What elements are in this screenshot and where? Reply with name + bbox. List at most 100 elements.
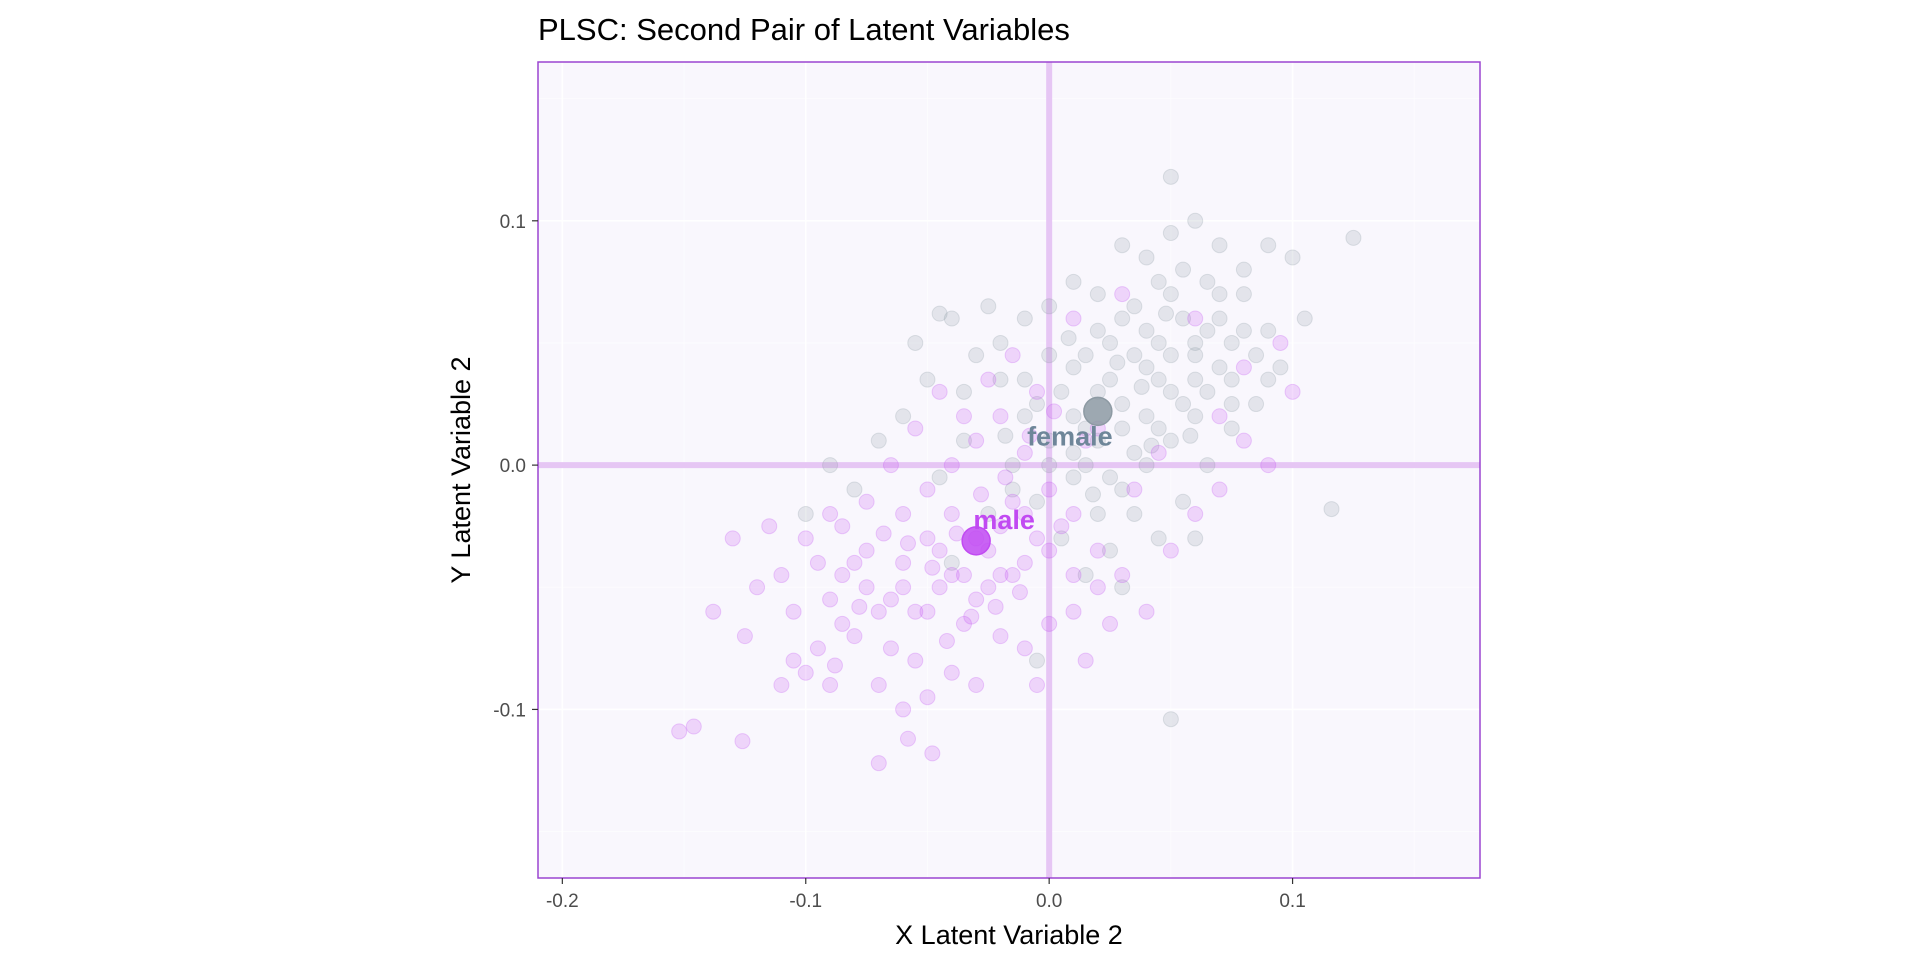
female-point (1077, 457, 1094, 474)
male-point (931, 383, 948, 400)
male-point (943, 664, 960, 681)
female-point (895, 408, 912, 425)
female-point (1260, 322, 1277, 339)
male-point (1065, 603, 1082, 620)
male-point (955, 615, 972, 632)
male-point (924, 559, 941, 576)
male-point (1162, 542, 1179, 559)
panel-background (538, 62, 1480, 878)
male-point (1016, 640, 1033, 657)
male-point (882, 457, 899, 474)
male-mean-label: male (973, 505, 1035, 535)
female-point (1102, 371, 1119, 388)
female-point (919, 371, 936, 388)
male-point (895, 554, 912, 571)
male-point (907, 603, 924, 620)
male-point (1211, 481, 1228, 498)
female-point (1162, 347, 1179, 364)
female-point (1158, 305, 1174, 322)
y-tick-label: 0.1 (500, 212, 526, 233)
female-point (1175, 493, 1192, 510)
male-point (736, 628, 753, 645)
female-point (1187, 371, 1204, 388)
male-point (1028, 383, 1045, 400)
series-female (797, 168, 1362, 728)
male-point (1114, 567, 1131, 584)
male-point (685, 718, 702, 735)
female-point (1126, 298, 1143, 315)
female-point (1138, 249, 1155, 266)
male-point (773, 676, 790, 693)
female-point (1138, 408, 1155, 425)
chart-title: PLSC: Second Pair of Latent Variables (538, 12, 1070, 47)
male-point (919, 689, 936, 706)
x-axis-title: X Latent Variable 2 (895, 920, 1123, 950)
female-point (1126, 505, 1143, 522)
male-point (834, 615, 851, 632)
male-point (1041, 481, 1058, 498)
female-point (1065, 408, 1082, 425)
male-point (968, 676, 985, 693)
male-point (1089, 579, 1106, 596)
male-point (1187, 505, 1204, 522)
female-point (1223, 396, 1240, 413)
male-point (1211, 408, 1228, 425)
male-point (705, 603, 722, 620)
male-point (875, 525, 892, 542)
female-point (1016, 371, 1033, 388)
male-point (931, 542, 948, 559)
female-point (1060, 330, 1077, 347)
female-point (1211, 237, 1228, 254)
series-male (671, 286, 1301, 772)
male-point (1260, 457, 1277, 474)
means-layer: female male (961, 396, 1113, 556)
male-point (1284, 383, 1301, 400)
female-point (1199, 457, 1216, 474)
male-point (938, 633, 955, 650)
female-point (1114, 396, 1131, 413)
male-point (1077, 432, 1094, 449)
female-point (1235, 322, 1252, 339)
female-point (1175, 310, 1192, 327)
male-point (834, 518, 851, 535)
male-point (858, 493, 875, 510)
male-point (773, 567, 790, 584)
female-point (1114, 237, 1131, 254)
female-point (1126, 444, 1143, 461)
male-point (907, 420, 924, 437)
x-axis: -0.2 -0.1 0.0 0.1 (546, 878, 1306, 912)
female-point (1187, 212, 1204, 229)
female-point (1162, 225, 1179, 242)
x-tick-label: -0.1 (789, 891, 822, 912)
male-point (1041, 615, 1058, 632)
male-point (899, 730, 916, 747)
male-point (1065, 567, 1082, 584)
female-point (1187, 530, 1204, 547)
female-point (1223, 334, 1240, 351)
female-point (955, 432, 972, 449)
female-point (1089, 505, 1106, 522)
female-point (1114, 481, 1131, 498)
male-point (1046, 403, 1063, 420)
plot-panel: female male (537, 61, 1481, 879)
male-point (846, 628, 863, 645)
female-point (907, 334, 924, 351)
male-point (724, 530, 741, 547)
male-point (968, 591, 985, 608)
female-point (1143, 437, 1160, 454)
male-point (992, 628, 1009, 645)
female-point (1102, 334, 1119, 351)
female-point (1065, 469, 1082, 486)
female-point (1041, 347, 1058, 364)
female-point (1223, 371, 1240, 388)
male-point (1138, 603, 1155, 620)
female-point (1102, 542, 1119, 559)
female-point (1211, 310, 1228, 327)
male-point (797, 664, 814, 681)
female-point (1084, 486, 1101, 503)
female-point (870, 432, 887, 449)
male-point (749, 579, 766, 596)
male-point (1041, 542, 1058, 559)
female-point (1041, 298, 1058, 315)
